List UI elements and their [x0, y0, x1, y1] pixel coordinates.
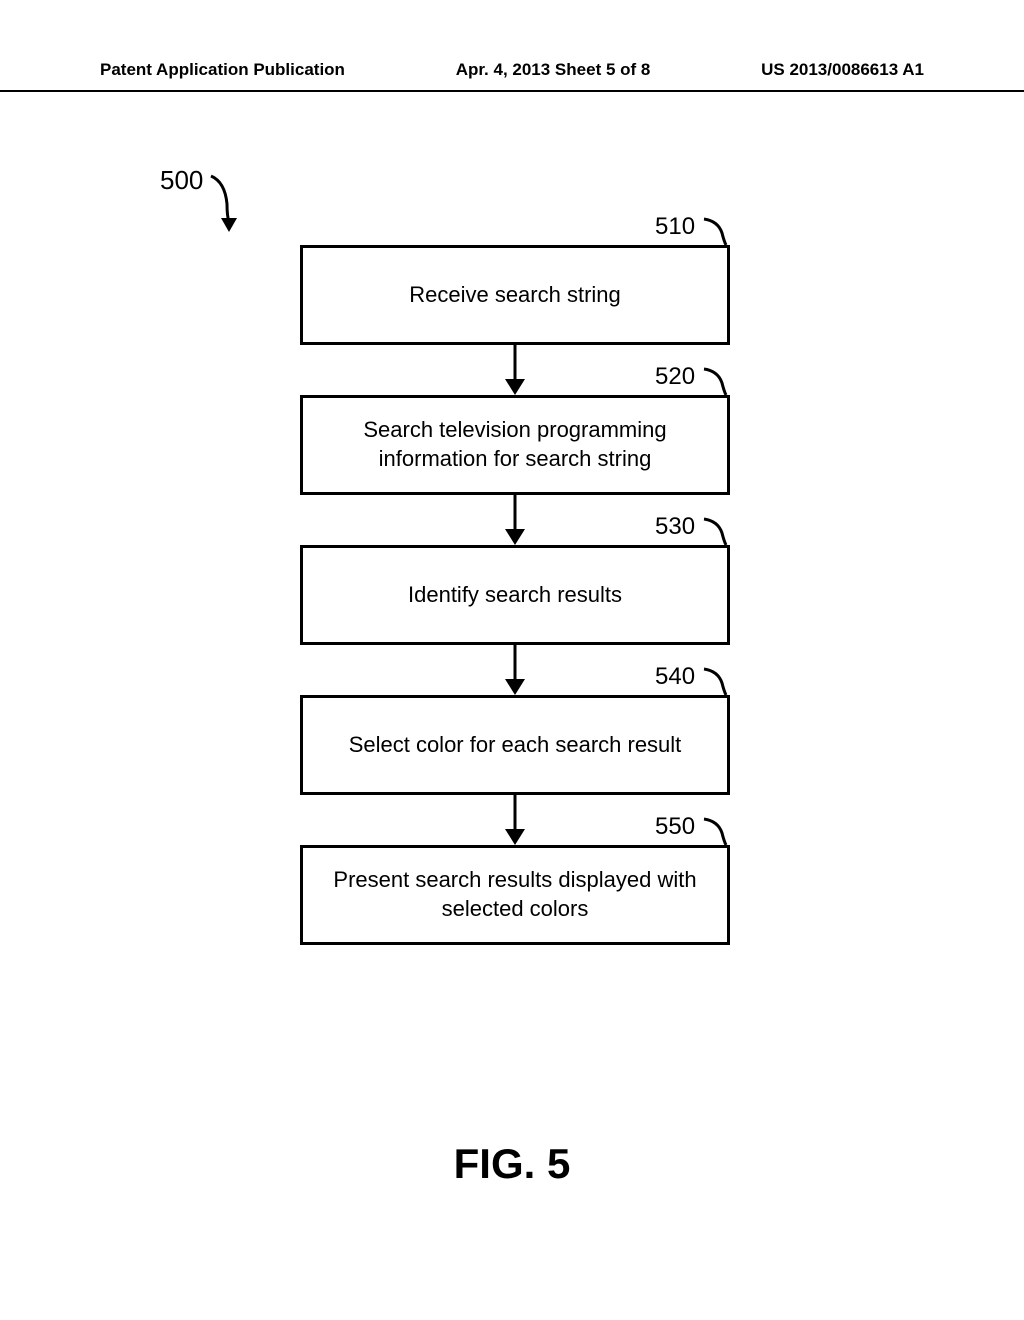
- ref-500-arrow-icon: [205, 174, 245, 234]
- flow-arrow-icon: [500, 645, 530, 695]
- flow-box-550: Present search results displayed with se…: [300, 845, 730, 945]
- ref-label-540: 540: [655, 663, 695, 691]
- ref-hook-icon: [700, 515, 740, 555]
- flow-arrow-icon: [500, 495, 530, 545]
- flow-arrow-icon: [500, 345, 530, 395]
- flow-box-530: Identify search results: [300, 545, 730, 645]
- flowchart-diagram: 500 Receive search string 510 Search telev…: [0, 150, 1024, 1150]
- figure-label: FIG. 5: [0, 1140, 1024, 1188]
- ref-label-550: 550: [655, 813, 695, 841]
- ref-label-530: 530: [655, 513, 695, 541]
- flow-box-540: Select color for each search result: [300, 695, 730, 795]
- ref-hook-icon: [700, 215, 740, 255]
- ref-hook-icon: [700, 365, 740, 405]
- flow-box-510: Receive search string: [300, 245, 730, 345]
- header-left: Patent Application Publication: [100, 60, 345, 80]
- ref-label-510: 510: [655, 213, 695, 241]
- page-header: Patent Application Publication Apr. 4, 2…: [0, 60, 1024, 92]
- ref-500-label: 500: [160, 165, 203, 196]
- header-center: Apr. 4, 2013 Sheet 5 of 8: [456, 60, 651, 80]
- flow-arrow-icon: [500, 795, 530, 845]
- ref-hook-icon: [700, 815, 740, 855]
- ref-label-520: 520: [655, 363, 695, 391]
- ref-hook-icon: [700, 665, 740, 705]
- header-right: US 2013/0086613 A1: [761, 60, 924, 80]
- flow-box-520: Search television programming informatio…: [300, 395, 730, 495]
